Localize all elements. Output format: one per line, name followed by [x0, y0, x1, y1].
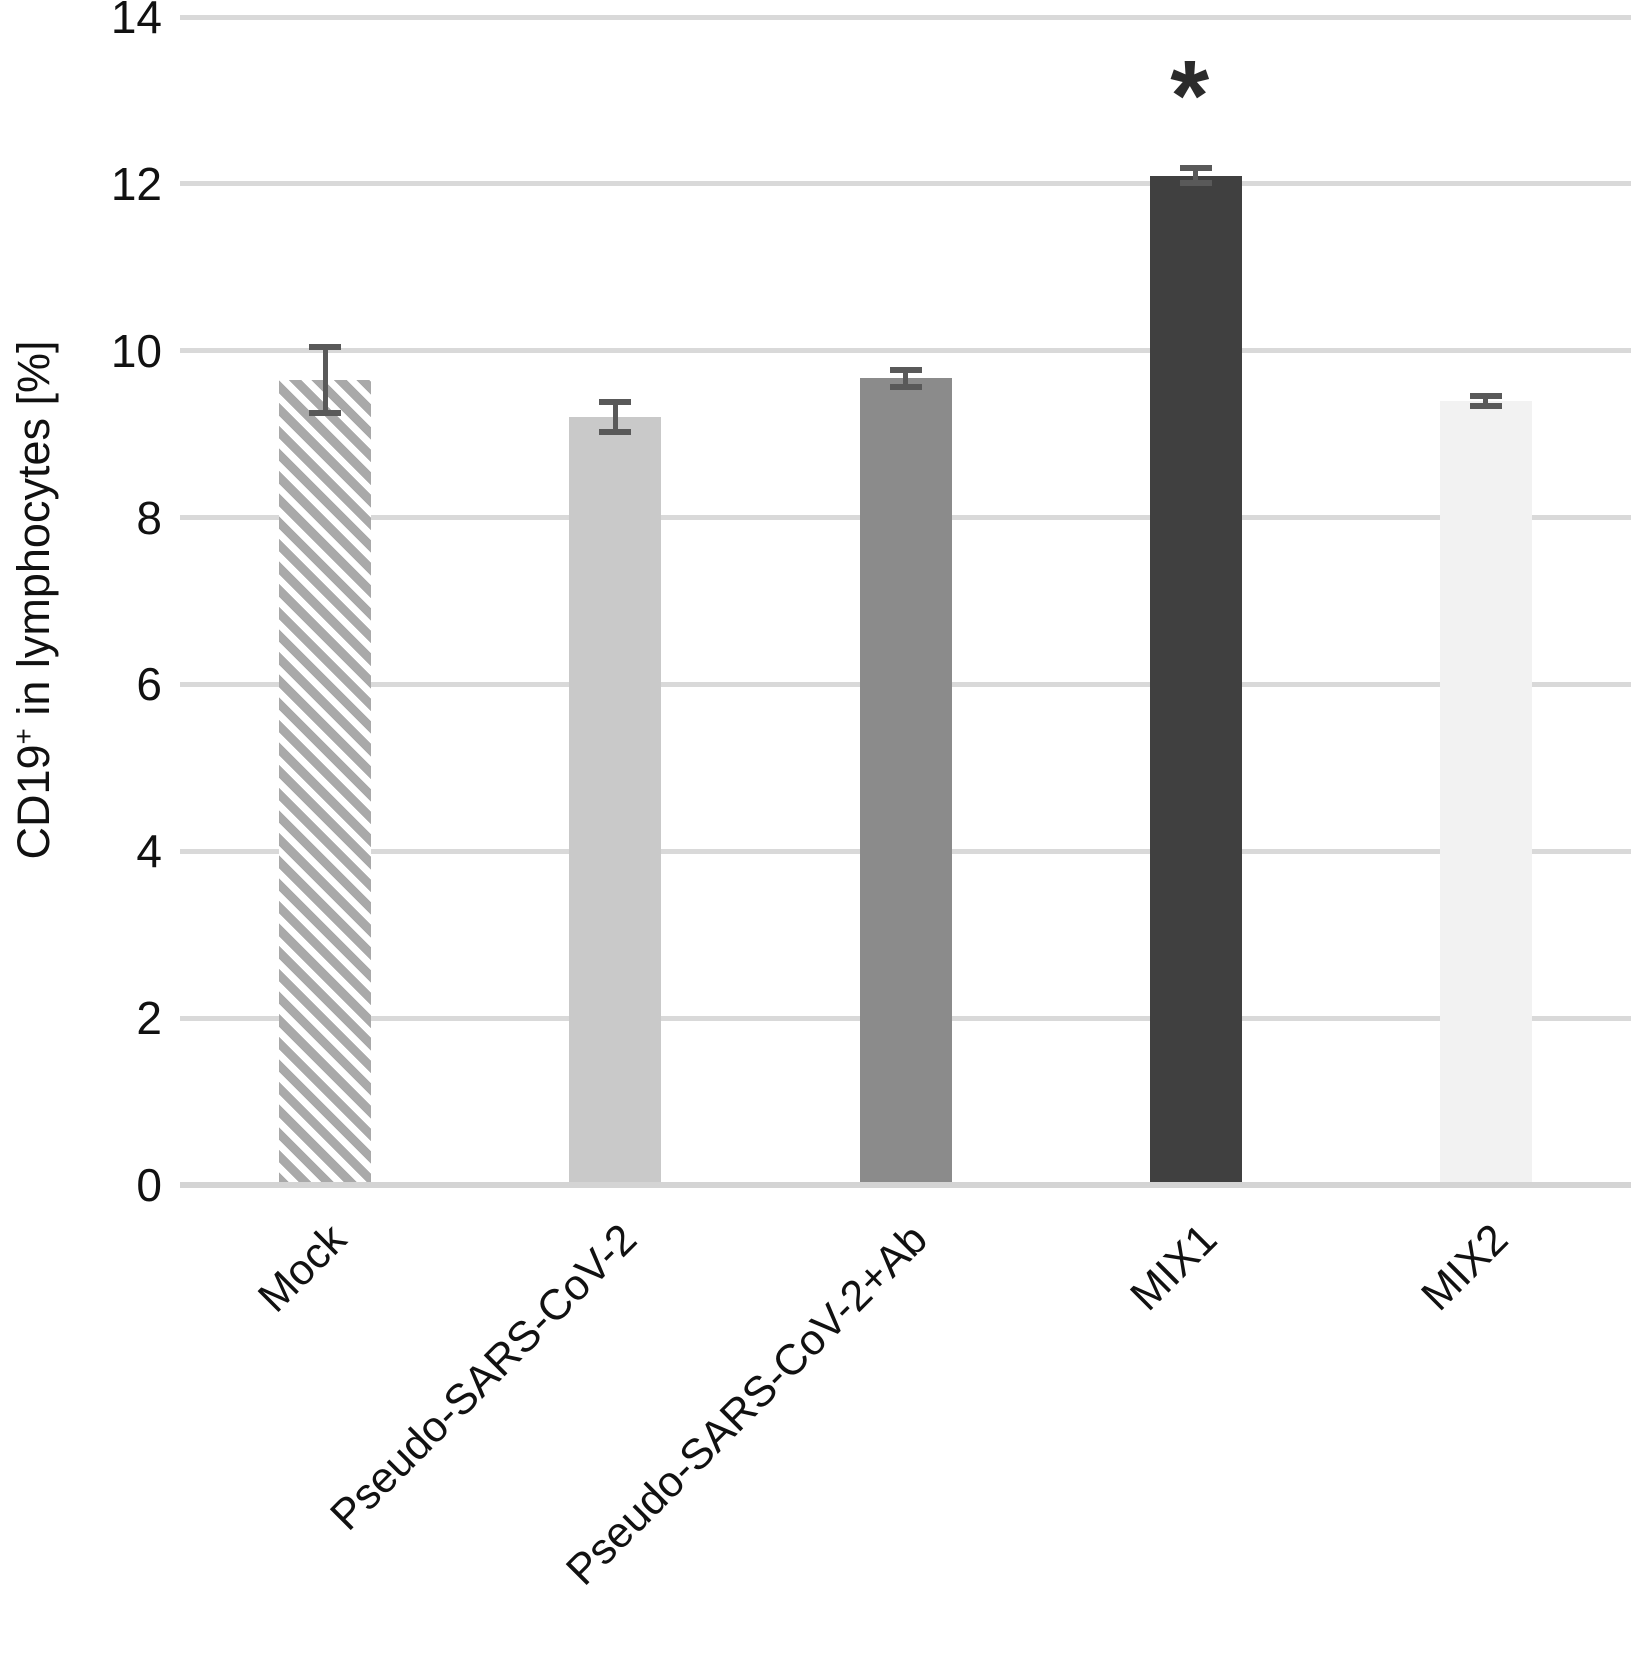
x-axis-line [180, 1182, 1631, 1188]
x-axis-label-mix1: MIX1 [1121, 1215, 1227, 1320]
error-bar-cap-top [599, 399, 632, 406]
y-tick-label: 0 [136, 1159, 162, 1211]
y-axis-title-superscript: + [8, 728, 39, 745]
error-bar-cap-bottom [1469, 402, 1502, 409]
significance-asterisk: * [1170, 40, 1210, 152]
x-axis-label-mix2: MIX2 [1411, 1215, 1517, 1320]
gridline [180, 14, 1631, 20]
y-tick-label: 4 [136, 825, 162, 878]
error-bar-cap-top [309, 343, 342, 350]
error-bar-line [903, 369, 908, 387]
error-bar-cap-bottom [599, 429, 632, 436]
bar-pseudo-sars-cov-2-ab [859, 378, 952, 1185]
gridline [180, 181, 1631, 187]
y-axis-title: CD19+ in lymphocytes [%] [8, 340, 60, 859]
y-axis-title-rest: in lymphocytes [%] [8, 340, 59, 729]
error-bar-cap-bottom [1179, 180, 1212, 187]
y-tick-label: 10 [110, 324, 162, 377]
bar-mix2 [1439, 400, 1532, 1185]
error-bar-cap-bottom [309, 410, 342, 417]
error-bar-cap-top [1469, 392, 1502, 399]
error-bar-line [1483, 395, 1489, 406]
error-bar-line [1193, 168, 1199, 184]
y-axis-title-base: CD19 [8, 744, 59, 860]
x-axis-label-pseudo-sars-cov-2: Pseudo-SARS-CoV-2 [321, 1215, 647, 1540]
y-tick-label: 6 [136, 658, 162, 711]
bar-mix1 [1149, 175, 1242, 1185]
bar-mock [279, 379, 372, 1185]
gridline [180, 348, 1631, 354]
error-bar-cap-top [889, 366, 922, 373]
y-tick-label: 8 [136, 491, 162, 544]
x-axis-label-mock: Mock [249, 1215, 357, 1322]
y-tick-label: 12 [110, 157, 162, 210]
y-tick-label: 2 [136, 992, 162, 1045]
bar-pseudo-sars-cov-2 [569, 417, 662, 1185]
error-bar-line [322, 346, 328, 414]
error-bar-line [612, 402, 618, 433]
error-bar-cap-top [1179, 165, 1212, 171]
y-tick-label: 14 [110, 0, 162, 43]
error-bar-cap-bottom [889, 383, 922, 390]
